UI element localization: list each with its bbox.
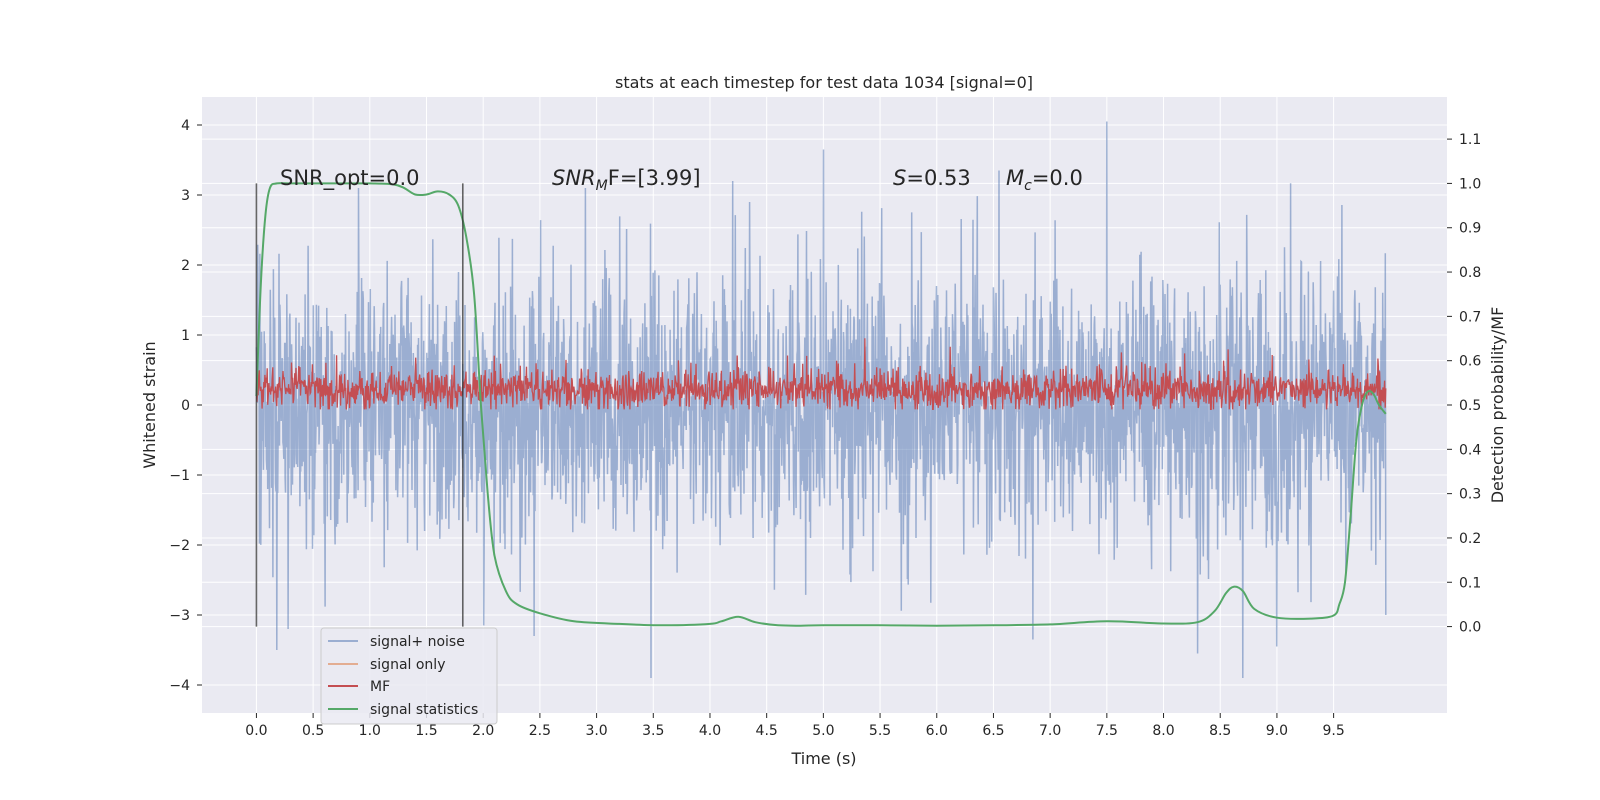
annotation-mc-symbol: M <box>1006 166 1024 190</box>
x-tick-label-18: 9.0 <box>1266 723 1288 739</box>
y-tick-label-3: −1 <box>169 468 190 484</box>
y-tick-label-4: 0 <box>181 398 190 414</box>
y2-tick-label-1: 0.1 <box>1459 575 1481 591</box>
y-tick-label-1: −3 <box>169 608 190 624</box>
x-tick-label-1: 0.5 <box>302 723 324 739</box>
annotation-snr-mf: SNRMF=[3.99] <box>552 166 701 194</box>
y-tick-label-0: −4 <box>169 678 190 694</box>
legend-frame <box>320 627 498 725</box>
annotation-s-symbol: S <box>893 166 906 190</box>
annotation-s-value: =0.53 <box>906 166 970 190</box>
x-tick-label-17: 8.5 <box>1209 723 1231 739</box>
annotation-s: S=0.53 <box>893 166 971 190</box>
legend: signal+ noise signal only MF signal stat… <box>320 627 498 725</box>
y-tick-label-8: 4 <box>181 118 190 134</box>
x-tick-label-5: 2.5 <box>529 723 551 739</box>
annotation-mc-value: =0.0 <box>1032 166 1083 190</box>
chart-title: stats at each timestep for test data 103… <box>615 73 1033 92</box>
y2-tick-label-4: 0.4 <box>1459 442 1481 458</box>
y-axis-label: Whitened strain <box>140 341 159 468</box>
annotation-mc: Mc=0.0 <box>1006 166 1083 194</box>
series-signal-statistics-line <box>255 182 1387 627</box>
y2-tick-label-0: 0.0 <box>1459 620 1481 636</box>
y2-tick-label-3: 0.3 <box>1459 487 1481 503</box>
legend-label-signal-statistics: signal statistics <box>370 702 478 718</box>
y-tick-label-6: 2 <box>181 258 190 274</box>
x-tick-label-0: 0.0 <box>245 723 267 739</box>
legend-label-signal-noise: signal+ noise <box>370 634 465 650</box>
x-tick-label-14: 7.0 <box>1039 723 1061 739</box>
axis-ticks: 0.0 0.5 1.0 1.5 2.0 2.5 3.0 3.5 4.0 4.5 5.0 5.5 6.0 6… <box>169 118 1481 739</box>
x-tick-label-2: 1.0 <box>359 723 381 739</box>
x-tick-label-13: 6.5 <box>982 723 1004 739</box>
legend-label-signal-only: signal only <box>370 657 445 673</box>
annotation-snr-mf-value: F=[3.99] <box>608 166 701 190</box>
y2-tick-label-11: 1.1 <box>1459 132 1481 148</box>
x-axis-label: Time (s) <box>790 749 856 768</box>
annotations: SNR_opt=0.0 SNRMF=[3.99] S=0.53 Mc=0.0 <box>280 166 1083 194</box>
x-tick-label-15: 7.5 <box>1096 723 1118 739</box>
y-tick-label-2: −2 <box>169 538 190 554</box>
x-tick-label-16: 8.0 <box>1152 723 1174 739</box>
y2-tick-label-8: 0.8 <box>1459 265 1481 281</box>
x-tick-label-10: 5.0 <box>812 723 834 739</box>
y2-tick-label-2: 0.2 <box>1459 531 1481 547</box>
y2-axis-label: Detection probability/MF <box>1488 307 1507 504</box>
y2-tick-label-10: 1.0 <box>1459 176 1481 192</box>
legend-label-mf: MF <box>370 679 390 695</box>
series-mf-line <box>255 338 1387 411</box>
vertical-markers <box>255 183 464 627</box>
annotation-snr-opt: SNR_opt=0.0 <box>280 166 420 191</box>
x-tick-label-4: 2.0 <box>472 723 494 739</box>
annotation-mc-subscript: c <box>1024 178 1032 194</box>
y-tick-label-7: 3 <box>181 188 190 204</box>
x-tick-label-19: 9.5 <box>1322 723 1344 739</box>
x-tick-label-7: 3.5 <box>642 723 664 739</box>
x-tick-label-6: 3.0 <box>585 723 607 739</box>
annotation-snr-mf-symbol: SNR <box>552 166 596 190</box>
y2-tick-label-7: 0.7 <box>1459 309 1481 325</box>
y2-tick-label-9: 0.9 <box>1459 221 1481 237</box>
y-tick-label-5: 1 <box>181 328 190 344</box>
y2-tick-label-6: 0.6 <box>1459 354 1481 370</box>
y2-tick-label-5: 0.5 <box>1459 398 1481 414</box>
x-tick-label-11: 5.5 <box>869 723 891 739</box>
x-tick-label-9: 4.5 <box>756 723 778 739</box>
x-tick-label-3: 1.5 <box>415 723 437 739</box>
x-tick-label-12: 6.0 <box>926 723 948 739</box>
annotation-snr-mf-subscript: M <box>596 178 608 194</box>
data-series <box>255 121 1387 679</box>
x-tick-label-8: 4.0 <box>699 723 721 739</box>
